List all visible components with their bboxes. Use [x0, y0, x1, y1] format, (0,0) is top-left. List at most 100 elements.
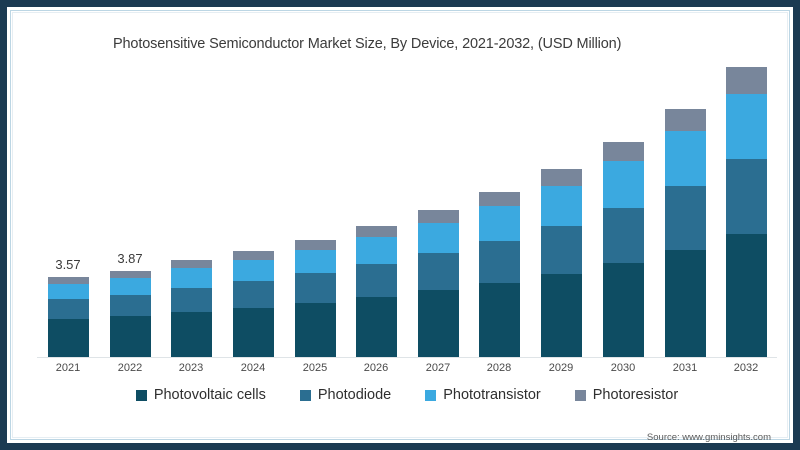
bar-segment-photodiode	[478, 240, 520, 283]
bar-group-2032	[715, 67, 777, 357]
bar-segment-photoresistor	[602, 141, 644, 162]
bar-segment-phototransistor	[664, 131, 706, 186]
x-tick-2029: 2029	[548, 362, 574, 374]
bar-segment-photoresistor	[417, 210, 459, 223]
legend-label: Photovoltaic cells	[153, 387, 266, 403]
x-axis-line	[37, 357, 777, 358]
bar-segment-phototransistor	[540, 185, 582, 226]
bar-segment-photovoltaic-cells	[725, 233, 767, 357]
bar-segment-photoresistor	[355, 226, 397, 238]
stacked-bar[interactable]	[602, 141, 644, 357]
bar-group-2028	[468, 191, 530, 357]
bar-segment-photovoltaic-cells	[170, 311, 212, 357]
stacked-bar[interactable]	[355, 226, 397, 357]
bar-segment-phototransistor	[294, 249, 336, 274]
bar-group-2024	[222, 251, 284, 357]
x-tick-2031: 2031	[672, 362, 698, 374]
legend-swatch-icon	[299, 389, 311, 401]
bar-segment-photodiode	[725, 158, 767, 234]
bar-group-2025	[284, 239, 346, 357]
bar-segment-photodiode	[294, 273, 336, 303]
bar-segment-photoresistor	[109, 270, 151, 278]
source-attribution: Source: www.gminsights.com	[646, 432, 771, 443]
bar-segment-photovoltaic-cells	[417, 290, 459, 357]
bar-group-2027	[407, 210, 469, 357]
bar-group-2029	[530, 169, 592, 357]
card-plate	[12, 12, 788, 438]
bar-segment-photoresistor	[478, 191, 520, 207]
chart-title: Photosensitive Semiconductor Market Size…	[113, 36, 622, 52]
bar-segment-photoresistor	[47, 277, 89, 284]
x-tick-2026: 2026	[363, 362, 389, 374]
stacked-bar[interactable]	[170, 260, 212, 357]
x-tick-2022: 2022	[117, 362, 143, 374]
stacked-bar[interactable]	[478, 191, 520, 357]
bar-segment-photoresistor	[664, 108, 706, 132]
bar-segment-photoresistor	[232, 251, 274, 260]
bar-segment-photovoltaic-cells	[294, 302, 336, 357]
stacked-bar[interactable]	[232, 251, 274, 357]
legend-item-photodiode[interactable]: Photodiode	[299, 387, 392, 403]
bar-segment-photovoltaic-cells	[355, 296, 397, 357]
x-axis-tick-labels: 2021 2022 2023 2024 2025 2026 2027 2028 2029 2030…	[37, 362, 777, 380]
x-tick-2024: 2024	[240, 362, 266, 374]
bar-segment-phototransistor	[725, 94, 767, 159]
bar-group-2026	[345, 226, 407, 357]
bar-segment-photovoltaic-cells	[478, 282, 520, 357]
bar-segment-photodiode	[170, 287, 212, 312]
bar-group-2021: 3.57	[37, 257, 99, 357]
bar-segment-photodiode	[232, 281, 274, 308]
bar-group-2030	[592, 141, 654, 357]
legend-label: Photodiode	[317, 387, 392, 403]
legend-item-photovoltaic-cells[interactable]: Photovoltaic cells	[135, 387, 266, 403]
bar-segment-photovoltaic-cells	[664, 249, 706, 357]
bar-segment-phototransistor	[170, 268, 212, 288]
bar-segment-phototransistor	[47, 283, 89, 300]
bar-segment-photodiode	[109, 294, 151, 316]
legend-label: Photoresistor	[592, 387, 679, 403]
bar-segment-phototransistor	[232, 260, 274, 282]
bar-segment-photodiode	[540, 225, 582, 274]
stacked-bar[interactable]	[417, 210, 459, 357]
bar-segment-photovoltaic-cells	[540, 273, 582, 357]
bar-segment-photovoltaic-cells	[47, 318, 89, 357]
stacked-bar[interactable]	[664, 108, 706, 357]
bar-segment-photovoltaic-cells	[232, 307, 274, 357]
stacked-bar[interactable]: 3.57	[47, 257, 89, 357]
legend-label: Phototransistor	[443, 387, 541, 403]
bar-segment-photodiode	[602, 207, 644, 263]
bar-group-2022: 3.87	[99, 251, 161, 357]
bar-segment-photoresistor	[725, 67, 767, 95]
bar-segment-photodiode	[664, 185, 706, 250]
bar-segment-phototransistor	[602, 161, 644, 208]
x-tick-2025: 2025	[302, 362, 328, 374]
chart-legend: Photovoltaic cells Photodiode Phototransis…	[7, 387, 800, 403]
bar-value-label: 3.57	[55, 257, 81, 273]
legend-swatch-icon	[425, 389, 437, 401]
stacked-bar[interactable]	[540, 169, 582, 357]
bar-group-2023	[160, 260, 222, 357]
bar-segment-phototransistor	[478, 206, 520, 241]
x-tick-2030: 2030	[610, 362, 636, 374]
legend-item-photoresistor[interactable]: Photoresistor	[574, 387, 679, 403]
stacked-bar[interactable]	[294, 239, 336, 357]
bar-segment-photovoltaic-cells	[602, 262, 644, 357]
bar-segment-photoresistor	[540, 169, 582, 186]
stacked-bar[interactable]	[725, 67, 767, 357]
bar-segment-photodiode	[355, 264, 397, 297]
legend-item-phototransistor[interactable]: Phototransistor	[425, 387, 541, 403]
x-tick-2021: 2021	[55, 362, 81, 374]
x-tick-2032: 2032	[733, 362, 759, 374]
bar-segment-photovoltaic-cells	[109, 315, 151, 357]
bar-segment-photodiode	[47, 299, 89, 319]
x-tick-2028: 2028	[486, 362, 512, 374]
bar-segment-phototransistor	[417, 222, 459, 254]
stacked-bar[interactable]: 3.87	[109, 251, 151, 357]
bar-segment-phototransistor	[109, 277, 151, 295]
legend-swatch-icon	[135, 389, 147, 401]
x-tick-2023: 2023	[178, 362, 204, 374]
legend-swatch-icon	[574, 389, 586, 401]
bar-group-2031	[654, 108, 716, 357]
x-tick-2027: 2027	[425, 362, 451, 374]
